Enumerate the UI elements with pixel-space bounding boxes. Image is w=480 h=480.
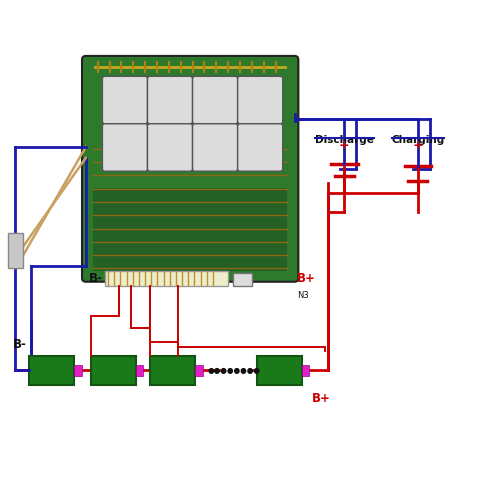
Bar — [257, 356, 301, 384]
FancyBboxPatch shape — [102, 124, 147, 171]
Bar — [301, 365, 309, 376]
FancyBboxPatch shape — [102, 76, 147, 124]
Bar — [195, 365, 203, 376]
Text: N3: N3 — [297, 290, 309, 300]
Bar — [233, 273, 252, 287]
Bar — [150, 356, 195, 384]
Bar — [8, 233, 23, 268]
Text: +: + — [413, 139, 423, 152]
Bar — [91, 356, 136, 384]
Text: B+: B+ — [297, 272, 316, 285]
Bar — [29, 356, 74, 384]
Text: B-: B- — [12, 338, 26, 351]
FancyBboxPatch shape — [192, 124, 238, 171]
Text: ●●●●●●●●: ●●●●●●●● — [208, 366, 261, 375]
Bar — [136, 365, 143, 376]
FancyBboxPatch shape — [82, 56, 299, 282]
FancyBboxPatch shape — [192, 76, 238, 124]
FancyBboxPatch shape — [147, 76, 192, 124]
FancyBboxPatch shape — [93, 188, 288, 271]
Bar — [74, 365, 82, 376]
Text: B+: B+ — [312, 392, 331, 405]
Bar — [105, 271, 228, 287]
Text: B-: B- — [88, 272, 102, 285]
Text: Discharge: Discharge — [315, 135, 374, 145]
FancyBboxPatch shape — [238, 76, 283, 124]
FancyBboxPatch shape — [238, 124, 283, 171]
FancyBboxPatch shape — [147, 124, 192, 171]
Text: Charging: Charging — [391, 135, 444, 145]
Text: +: + — [339, 139, 350, 152]
